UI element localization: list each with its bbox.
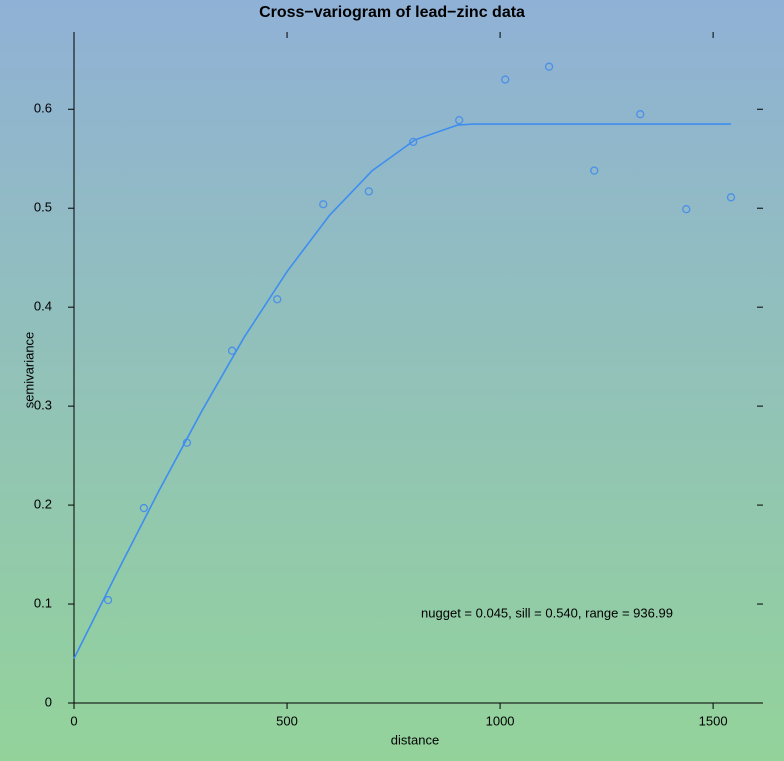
x-tick-label: 0 — [70, 713, 77, 728]
point — [139, 503, 149, 513]
model-line — [73, 123, 732, 659]
x-tick-label: 500 — [276, 713, 298, 728]
point — [409, 137, 418, 147]
y-tick-label: 0.3 — [34, 398, 52, 413]
point — [726, 193, 736, 202]
y-tick-label: 0.4 — [34, 299, 52, 314]
point — [636, 110, 645, 119]
point — [273, 295, 282, 304]
point — [590, 166, 599, 175]
x-axis-label: distance — [391, 732, 439, 747]
point — [544, 62, 554, 71]
point — [682, 205, 691, 214]
chart-title: Cross−variogram of lead−zinc data — [259, 4, 525, 21]
y-tick-label: 0 — [45, 694, 52, 709]
x-tick-label: 1500 — [699, 713, 728, 728]
x-tick-label: 1000 — [486, 713, 515, 728]
point — [103, 595, 113, 605]
y-tick-label: 0.1 — [34, 595, 52, 610]
point — [455, 115, 464, 125]
point — [364, 187, 373, 196]
annotation: nugget = 0.045, sill = 0.540, range = 93… — [421, 605, 673, 620]
y-axis-label: semivariance — [21, 332, 36, 409]
point — [501, 75, 510, 84]
y-tick-label: 0.5 — [34, 200, 52, 215]
y-tick-label: 0.6 — [34, 101, 52, 116]
y-tick-label: 0.2 — [34, 497, 52, 512]
point — [319, 200, 328, 209]
